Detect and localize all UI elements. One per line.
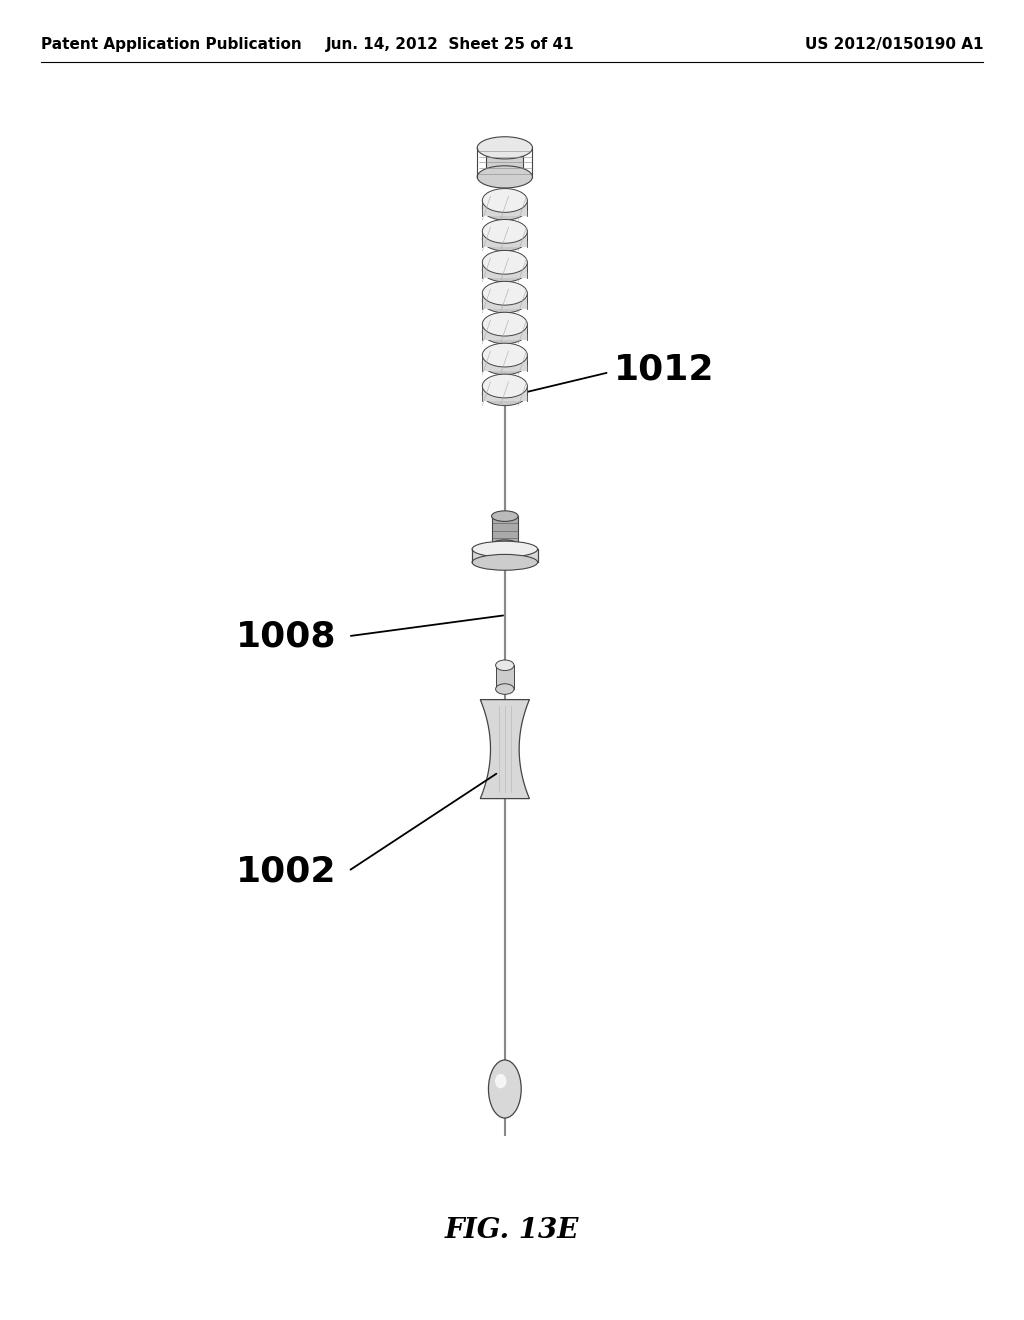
Ellipse shape <box>482 289 527 313</box>
Bar <box>472 549 538 562</box>
Ellipse shape <box>472 554 538 570</box>
Bar <box>482 201 527 216</box>
Ellipse shape <box>482 313 527 337</box>
Ellipse shape <box>472 541 538 557</box>
Ellipse shape <box>482 227 527 251</box>
Text: US 2012/0150190 A1: US 2012/0150190 A1 <box>805 37 983 53</box>
Bar <box>482 355 527 371</box>
Text: Jun. 14, 2012  Sheet 25 of 41: Jun. 14, 2012 Sheet 25 of 41 <box>327 37 574 53</box>
Ellipse shape <box>482 343 527 367</box>
Ellipse shape <box>492 540 518 550</box>
Bar <box>482 263 527 277</box>
Ellipse shape <box>482 374 527 397</box>
Ellipse shape <box>482 219 527 243</box>
Text: 1008: 1008 <box>236 619 336 653</box>
Ellipse shape <box>482 281 527 305</box>
Bar <box>482 231 527 247</box>
Ellipse shape <box>482 259 527 282</box>
Ellipse shape <box>482 351 527 375</box>
Bar <box>496 665 514 689</box>
Bar <box>492 516 518 545</box>
Ellipse shape <box>477 137 532 158</box>
Ellipse shape <box>482 189 527 213</box>
Ellipse shape <box>482 319 527 343</box>
Ellipse shape <box>496 684 514 694</box>
Ellipse shape <box>492 511 518 521</box>
Text: FIG. 13E: FIG. 13E <box>444 1217 580 1243</box>
Text: Patent Application Publication: Patent Application Publication <box>41 37 302 53</box>
Bar <box>482 325 527 339</box>
Text: 1012: 1012 <box>614 352 715 387</box>
Ellipse shape <box>482 381 527 405</box>
Ellipse shape <box>488 1060 521 1118</box>
Ellipse shape <box>495 1074 507 1088</box>
Bar <box>492 148 518 177</box>
Text: 1002: 1002 <box>236 854 336 888</box>
Polygon shape <box>480 700 529 799</box>
Ellipse shape <box>482 197 527 220</box>
Ellipse shape <box>477 166 532 187</box>
Bar <box>482 293 527 309</box>
Bar <box>486 148 523 177</box>
Bar <box>482 385 527 401</box>
Ellipse shape <box>496 660 514 671</box>
Ellipse shape <box>482 251 527 275</box>
